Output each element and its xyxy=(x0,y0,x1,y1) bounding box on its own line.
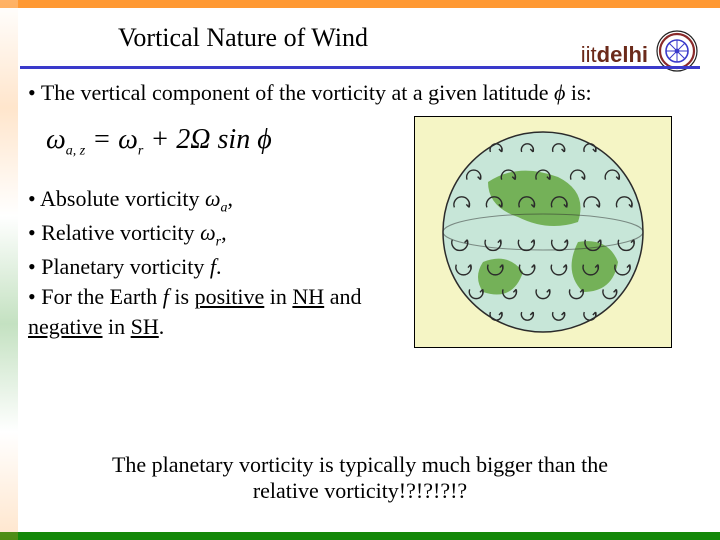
header: Vortical Nature of Wind iitdelhi xyxy=(0,14,720,62)
eq-phi: ϕ xyxy=(257,124,272,155)
b3-post: . xyxy=(216,254,222,279)
b4-sh: SH xyxy=(131,314,159,339)
b1-pre: Absolute vorticity xyxy=(40,186,205,211)
bullet-list: Absolute vorticity ωa, Relative vorticit… xyxy=(28,184,408,342)
brand-iit-text: iit xyxy=(581,42,597,68)
bullet-earth: For the Earth f is positive in NH and ne… xyxy=(28,282,408,341)
b4-pos: positive xyxy=(195,284,265,309)
b2-pre: Relative vorticity xyxy=(41,220,200,245)
brand-delhi-text: delhi xyxy=(597,42,648,68)
footer-text: The planetary vorticity is typically muc… xyxy=(40,452,680,504)
intro-phi: ϕ xyxy=(554,80,565,105)
b4-mid1: is xyxy=(169,284,195,309)
brand: iitdelhi xyxy=(581,42,648,68)
b3-pre: Planetary vorticity xyxy=(41,254,210,279)
eq-eq: = xyxy=(85,124,118,155)
intro-prefix: The vertical component of the vorticity … xyxy=(41,80,554,105)
globe-figure xyxy=(414,116,672,348)
eq-lhs-omega: ω xyxy=(46,124,66,155)
page-title: Vortical Nature of Wind xyxy=(118,23,368,53)
b2-post: , xyxy=(221,220,227,245)
b4-mid3: and xyxy=(324,284,361,309)
b4-end: . xyxy=(159,314,165,339)
top-stripe xyxy=(0,0,720,8)
b1-post: , xyxy=(228,186,234,211)
bottom-stripe xyxy=(0,532,720,540)
globe-icon xyxy=(428,122,658,342)
bullet-absolute: Absolute vorticity ωa, xyxy=(28,184,408,218)
header-rule xyxy=(20,66,700,69)
bullet-planetary: Planetary vorticity f. xyxy=(28,252,408,282)
intro-line: The vertical component of the vorticity … xyxy=(28,80,698,106)
b4-neg: negative xyxy=(28,314,103,339)
b4-mid2: in xyxy=(264,284,292,309)
b4-mid4: in xyxy=(103,314,131,339)
b1-sym: ω xyxy=(205,186,221,211)
b2-sym: ω xyxy=(200,220,216,245)
intro-suffix: is: xyxy=(565,80,591,105)
eq-r-omega: ω xyxy=(118,124,138,155)
footer-line1: The planetary vorticity is typically muc… xyxy=(112,452,608,477)
b1-sub: a xyxy=(221,200,228,215)
content: The vertical component of the vorticity … xyxy=(28,80,698,348)
eq-lhs-sub: a, z xyxy=(66,144,85,159)
b4-nh: NH xyxy=(292,284,324,309)
eq-plus: + 2Ω sin xyxy=(143,124,257,155)
b4-pre: For the Earth xyxy=(41,284,163,309)
left-stripe xyxy=(0,0,18,540)
body-row: Absolute vorticity ωa, Relative vorticit… xyxy=(28,184,698,348)
bullet-relative: Relative vorticity ωr, xyxy=(28,218,408,252)
footer-line2: relative vorticity!?!?!?!? xyxy=(253,478,467,503)
